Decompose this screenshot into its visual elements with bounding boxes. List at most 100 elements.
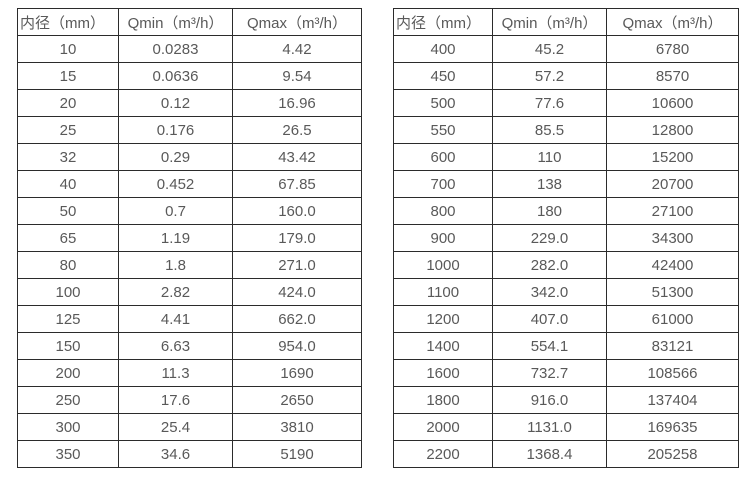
table-cell: 61000 — [606, 305, 739, 333]
table-cell: 77.6 — [492, 89, 607, 117]
table-cell: 80 — [17, 251, 119, 279]
table-row: 40 0.452 67.85 — [17, 170, 362, 198]
table-cell: 0.452 — [118, 170, 233, 198]
table-cell: 916.0 — [492, 386, 607, 414]
table-cell: 0.176 — [118, 116, 233, 144]
table-cell: 25.4 — [118, 413, 233, 441]
flow-table-small-diameters: 内径（mm） Qmin（m³/h） Qmax（m³/h） 10 0.0283 4.4… — [17, 8, 362, 468]
table-cell: 50 — [17, 197, 119, 225]
table-cell: 600 — [393, 143, 493, 171]
table-cell: 57.2 — [492, 62, 607, 90]
table-cell: 9.54 — [232, 62, 362, 90]
table-cell: 43.42 — [232, 143, 362, 171]
table-cell: 17.6 — [118, 386, 233, 414]
table-row: 65 1.19 179.0 — [17, 224, 362, 252]
table-cell: 16.96 — [232, 89, 362, 117]
table-cell: 500 — [393, 89, 493, 117]
table-cell: 15 — [17, 62, 119, 90]
table-body: 400 45.2 6780 450 57.2 8570 500 77.6 10600 550 85.… — [393, 35, 739, 468]
table-cell: 900 — [393, 224, 493, 252]
table-cell: 1.19 — [118, 224, 233, 252]
table-body: 10 0.0283 4.42 15 0.0636 9.54 20 0.12 16.96 25 0.1… — [17, 35, 362, 468]
table-cell: 138 — [492, 170, 607, 198]
table-header: 内径（mm） Qmin（m³/h） Qmax（m³/h） — [393, 8, 739, 36]
table-cell: 2200 — [393, 440, 493, 468]
table-cell: 4.41 — [118, 305, 233, 333]
header-row: 内径（mm） Qmin（m³/h） Qmax（m³/h） — [393, 8, 739, 36]
table-row: 2200 1368.4 205258 — [393, 440, 739, 468]
header-row: 内径（mm） Qmin（m³/h） Qmax（m³/h） — [17, 8, 362, 36]
table-cell: 125 — [17, 305, 119, 333]
table-row: 100 2.82 424.0 — [17, 278, 362, 306]
table-row: 125 4.41 662.0 — [17, 305, 362, 333]
table-row: 20 0.12 16.96 — [17, 89, 362, 117]
table-cell: 3810 — [232, 413, 362, 441]
table-row: 1800 916.0 137404 — [393, 386, 739, 414]
table-cell: 342.0 — [492, 278, 607, 306]
flow-tables-page: 内径（mm） Qmin（m³/h） Qmax（m³/h） 10 0.0283 4.4… — [17, 8, 739, 468]
table-cell: 5190 — [232, 440, 362, 468]
table-cell: 229.0 — [492, 224, 607, 252]
table-row: 1100 342.0 51300 — [393, 278, 739, 306]
table-cell: 0.7 — [118, 197, 233, 225]
table-cell: 20700 — [606, 170, 739, 198]
table-cell: 2000 — [393, 413, 493, 441]
table-cell: 350 — [17, 440, 119, 468]
table-cell: 2650 — [232, 386, 362, 414]
table-cell: 11.3 — [118, 359, 233, 387]
table-cell: 6780 — [606, 35, 739, 63]
table-cell: 42400 — [606, 251, 739, 279]
table-row: 350 34.6 5190 — [17, 440, 362, 468]
table-header: 内径（mm） Qmin（m³/h） Qmax（m³/h） — [17, 8, 362, 36]
table-row: 1000 282.0 42400 — [393, 251, 739, 279]
table-cell: 1368.4 — [492, 440, 607, 468]
table-row: 300 25.4 3810 — [17, 413, 362, 441]
table-row: 900 229.0 34300 — [393, 224, 739, 252]
table-cell: 0.12 — [118, 89, 233, 117]
table-cell: 1000 — [393, 251, 493, 279]
table-cell: 65 — [17, 224, 119, 252]
table-cell: 4.42 — [232, 35, 362, 63]
column-header-qmin: Qmin（m³/h） — [118, 8, 233, 36]
table-cell: 282.0 — [492, 251, 607, 279]
table-cell: 1800 — [393, 386, 493, 414]
table-cell: 400 — [393, 35, 493, 63]
table-row: 600 110 15200 — [393, 143, 739, 171]
table-cell: 271.0 — [232, 251, 362, 279]
table-cell: 407.0 — [492, 305, 607, 333]
table-row: 500 77.6 10600 — [393, 89, 739, 117]
flow-table-large-diameters: 内径（mm） Qmin（m³/h） Qmax（m³/h） 400 45.2 6780… — [393, 8, 739, 468]
table-row: 200 11.3 1690 — [17, 359, 362, 387]
table-cell: 0.0283 — [118, 35, 233, 63]
table-cell: 85.5 — [492, 116, 607, 144]
table-cell: 160.0 — [232, 197, 362, 225]
table-cell: 45.2 — [492, 35, 607, 63]
table-cell: 67.85 — [232, 170, 362, 198]
table-cell: 550 — [393, 116, 493, 144]
table-cell: 700 — [393, 170, 493, 198]
table-cell: 108566 — [606, 359, 739, 387]
table-row: 10 0.0283 4.42 — [17, 35, 362, 63]
column-header-qmax: Qmax（m³/h） — [606, 8, 739, 36]
table-cell: 100 — [17, 278, 119, 306]
table-cell: 169635 — [606, 413, 739, 441]
table-cell: 150 — [17, 332, 119, 360]
table-row: 2000 1131.0 169635 — [393, 413, 739, 441]
table-cell: 450 — [393, 62, 493, 90]
table-cell: 424.0 — [232, 278, 362, 306]
table-row: 250 17.6 2650 — [17, 386, 362, 414]
table-cell: 110 — [492, 143, 607, 171]
table-cell: 10 — [17, 35, 119, 63]
table-cell: 180 — [492, 197, 607, 225]
table-cell: 15200 — [606, 143, 739, 171]
table-row: 450 57.2 8570 — [393, 62, 739, 90]
table-cell: 0.0636 — [118, 62, 233, 90]
table-row: 400 45.2 6780 — [393, 35, 739, 63]
table-cell: 6.63 — [118, 332, 233, 360]
table-cell: 179.0 — [232, 224, 362, 252]
table-row: 1200 407.0 61000 — [393, 305, 739, 333]
table-cell: 205258 — [606, 440, 739, 468]
table-row: 1400 554.1 83121 — [393, 332, 739, 360]
table-cell: 1200 — [393, 305, 493, 333]
table-row: 550 85.5 12800 — [393, 116, 739, 144]
